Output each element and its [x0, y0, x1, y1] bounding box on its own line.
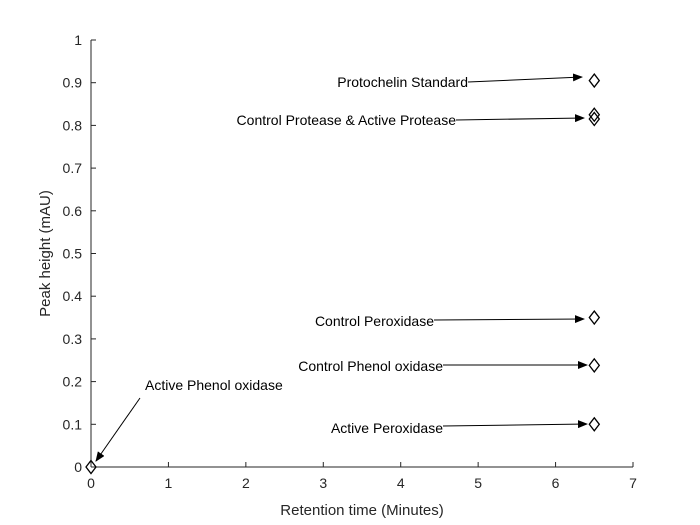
x-tick-label: 4: [397, 475, 405, 491]
data-point: [588, 72, 601, 89]
x-tick-label: 3: [319, 475, 327, 491]
axes: 0 1 2 3 4 5 6 7 0 0.1 0.2 0.3 0.4 0.5 0.6 0.7 0.8 0.9 1: [63, 32, 638, 491]
x-tick-label: 1: [165, 475, 173, 491]
y-tick-label: 0.3: [63, 331, 83, 347]
annotation-arrow: [433, 315, 585, 324]
annotation-label: Active Peroxidase: [331, 420, 443, 436]
data-point: [588, 416, 601, 432]
y-axis-title: Peak height (mAU): [37, 190, 54, 317]
annotation-label: Active Phenol oxidase: [145, 377, 283, 393]
y-tick-label: 0.8: [63, 117, 83, 133]
y-tick-label: 0.2: [63, 374, 83, 390]
y-tick-label: 0: [74, 459, 82, 475]
data-points: [85, 72, 601, 475]
x-tick-label: 2: [242, 475, 250, 491]
y-tick-label: 0.5: [63, 246, 83, 262]
annotations: Protochelin Standard Control Protease & A…: [95, 73, 588, 462]
data-point: [85, 459, 97, 475]
annotation-label: Control Peroxidase: [315, 313, 434, 329]
annotation-label: Control Protease & Active Protease: [237, 112, 457, 128]
annotation-arrow: [442, 420, 588, 429]
y-tick-label: 0.4: [63, 288, 83, 304]
annotation-arrow: [95, 397, 141, 462]
annotation-arrow: [467, 73, 583, 83]
x-tick-label: 0: [87, 475, 95, 491]
data-point: [588, 309, 601, 326]
data-point: [588, 357, 601, 373]
y-tick-label: 0.7: [63, 160, 83, 176]
x-tick-label: 5: [474, 475, 482, 491]
annotation-arrow: [455, 114, 585, 123]
data-point: [588, 107, 601, 123]
y-tick-label: 1: [74, 32, 82, 48]
annotation-label: Control Phenol oxidase: [298, 358, 443, 374]
annotation-label: Protochelin Standard: [337, 74, 468, 90]
x-axis-title: Retention time (Minutes): [280, 502, 443, 519]
data-point: [588, 111, 601, 127]
x-tick-label: 7: [629, 475, 637, 491]
y-tick-label: 0.9: [63, 75, 83, 91]
y-tick-label: 0.1: [63, 416, 83, 432]
y-tick-label: 0.6: [63, 203, 83, 219]
x-tick-label: 6: [552, 475, 560, 491]
